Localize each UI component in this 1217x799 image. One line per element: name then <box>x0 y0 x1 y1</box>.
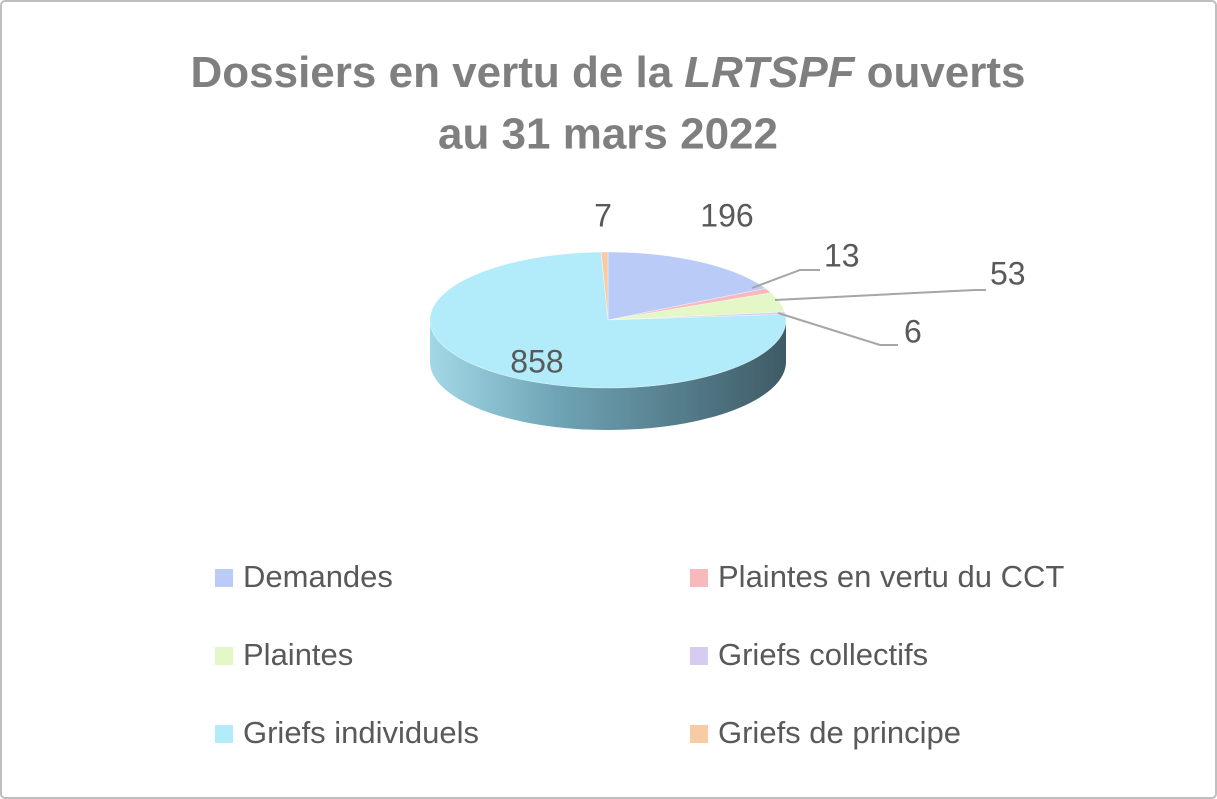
data-label: 858 <box>510 343 563 379</box>
title-part: Dossiers en vertu de la <box>190 48 672 97</box>
legend-swatch <box>215 647 233 665</box>
leader-line <box>777 312 898 346</box>
chart-title: Dossiers en vertu de la LRTSPF ouverts <box>190 48 1025 97</box>
title-part: LRTSPF <box>684 48 855 97</box>
legend-label: Griefs collectifs <box>718 637 928 672</box>
legend-swatch <box>690 569 708 587</box>
legend-swatch <box>215 725 233 743</box>
data-label: 7 <box>594 197 612 233</box>
data-label: 6 <box>904 313 922 349</box>
pie-slice <box>600 251 609 321</box>
pie-slice <box>429 251 787 389</box>
pie-side <box>430 320 786 430</box>
legend-swatch <box>690 647 708 665</box>
data-label: 13 <box>824 237 860 273</box>
legend-swatch <box>215 569 233 587</box>
legend-label: Demandes <box>243 559 393 594</box>
legend-label: Plaintes en vertu du CCT <box>718 559 1064 594</box>
pie-slice <box>607 251 767 321</box>
title-part: ouverts <box>867 48 1026 97</box>
leader-line <box>751 269 820 289</box>
legend-label: Plaintes <box>243 637 353 672</box>
legend-label: Griefs de principe <box>718 715 961 750</box>
data-label: 53 <box>990 255 1026 291</box>
legend-swatch <box>690 725 708 743</box>
pie <box>429 251 787 389</box>
leader-line <box>774 289 986 301</box>
data-label: 196 <box>700 197 753 233</box>
chart-title: au 31 mars 2022 <box>438 110 778 159</box>
legend-label: Griefs individuels <box>243 715 479 750</box>
